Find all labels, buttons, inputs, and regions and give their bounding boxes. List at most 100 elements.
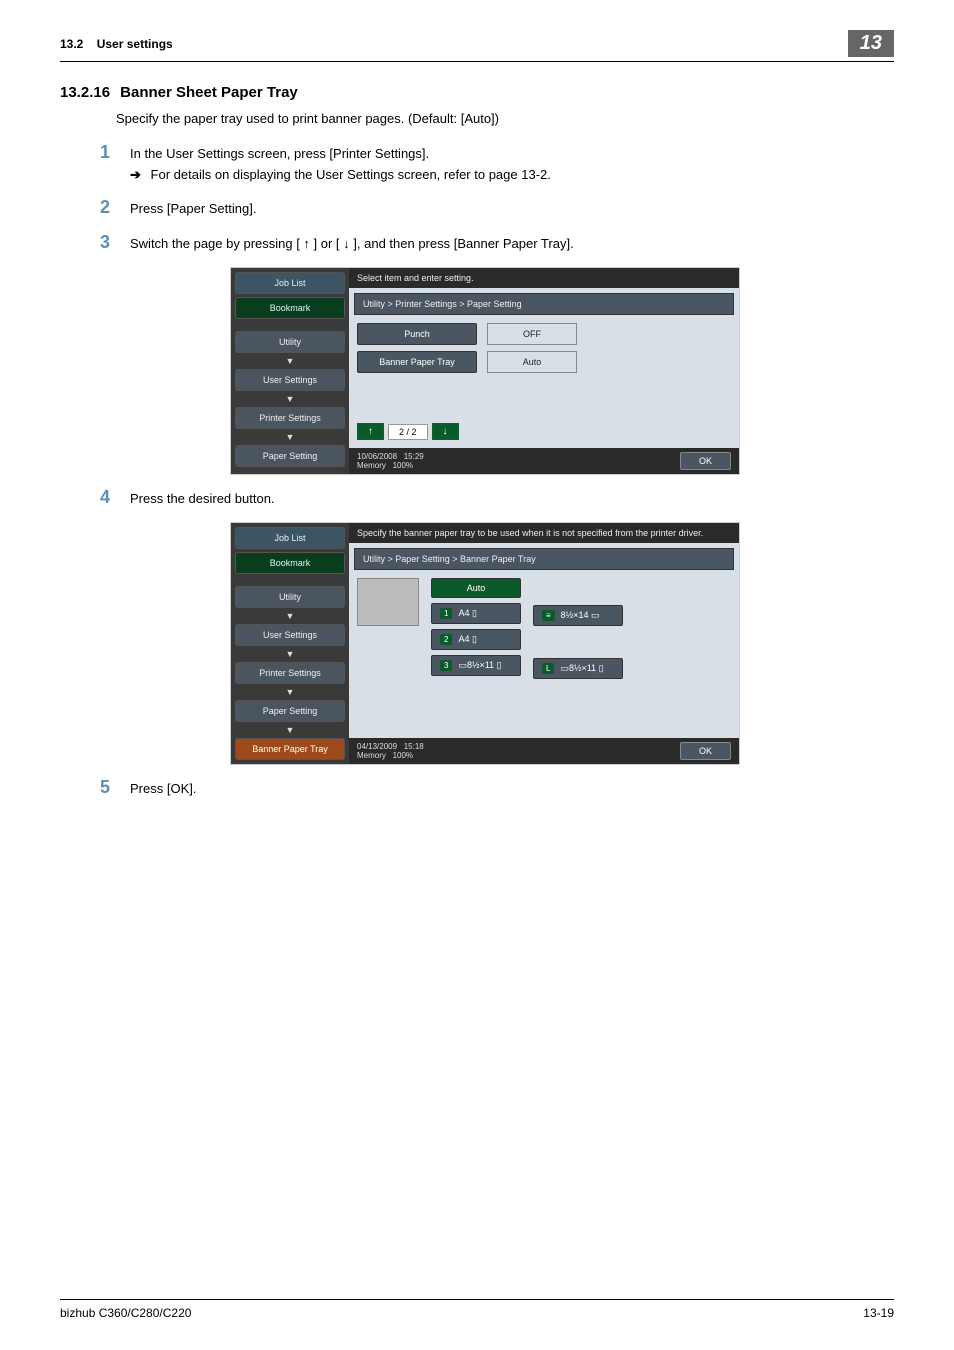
step-substep: ➔ For details on displaying the User Set… <box>130 167 551 183</box>
footer-time: 15:29 <box>404 452 424 461</box>
footer-mem-val: 100% <box>393 751 413 760</box>
arrow-down-icon: ▼ <box>235 356 345 366</box>
sidebar-crumb-banner-tray[interactable]: Banner Paper Tray <box>235 738 345 760</box>
banner-tray-button[interactable]: Banner Paper Tray <box>357 351 477 373</box>
footer-date: 10/06/2008 <box>357 452 397 461</box>
product-name: bizhub C360/C280/C220 <box>60 1306 191 1320</box>
tray-number: 3 <box>440 660 452 671</box>
section-heading: 13.2.16 Banner Sheet Paper Tray <box>60 84 894 101</box>
footer-mem-label: Memory <box>357 751 386 760</box>
page-up-button[interactable]: ↑ <box>357 423 384 440</box>
tray-label: ▭8½×11 ▯ <box>458 660 501 671</box>
sidebar-job-list[interactable]: Job List <box>235 527 345 549</box>
tray-2-button[interactable]: 2 A4 ▯ <box>431 629 521 650</box>
arrow-down-icon: ▼ <box>235 611 345 621</box>
screenshot-body: Punch OFF Banner Paper Tray Auto ↑ 2 / 2… <box>349 315 739 448</box>
printer-illustration-icon <box>357 578 419 626</box>
banner-tray-value: Auto <box>487 351 577 373</box>
step-4: 4 Press the desired button. <box>100 487 894 508</box>
section-ref-name: User settings <box>97 37 173 51</box>
sidebar-crumb-utility[interactable]: Utility <box>235 586 345 608</box>
sidebar-crumb-printer-settings[interactable]: Printer Settings <box>235 662 345 684</box>
step-3: 3 Switch the page by pressing [ ↑ ] or [… <box>100 232 894 253</box>
screenshot-main: Specify the banner paper tray to be used… <box>349 523 739 764</box>
step-number: 3 <box>100 232 130 253</box>
screenshot-sidebar: Job List Bookmark Utility ▼ User Setting… <box>231 268 349 474</box>
step-2: 2 Press [Paper Setting]. <box>100 197 894 218</box>
tray-label: 8½×14 ▭ <box>561 610 600 621</box>
step-number: 2 <box>100 197 130 218</box>
screenshot-sidebar: Job List Bookmark Utility ▼ User Setting… <box>231 523 349 764</box>
step-text: Press the desired button. <box>130 487 275 508</box>
tray-auto-button[interactable]: Auto <box>431 578 521 598</box>
tray-number: 2 <box>440 634 452 645</box>
chapter-badge: 13 <box>848 30 894 57</box>
arrow-icon: ➔ <box>130 167 141 182</box>
tray-lct-button[interactable]: L ▭8½×11 ▯ <box>533 658 623 679</box>
section-intro: Specify the paper tray used to print ban… <box>116 111 894 126</box>
tray-bypass-button[interactable]: ≡ 8½×14 ▭ <box>533 605 623 626</box>
tray-1-button[interactable]: 1 A4 ▯ <box>431 603 521 624</box>
step-5: 5 Press [OK]. <box>100 777 894 798</box>
ok-button[interactable]: OK <box>680 742 731 760</box>
arrow-down-icon: ▼ <box>235 725 345 735</box>
sidebar-crumb-paper-setting[interactable]: Paper Setting <box>235 445 345 467</box>
footer-date: 04/13/2009 <box>357 742 397 751</box>
arrow-down-icon: ▼ <box>235 432 345 442</box>
screenshot-footer: 10/06/2008 15:29 Memory 100% OK <box>349 448 739 474</box>
arrow-down-icon: ▼ <box>235 687 345 697</box>
arrow-down-icon: ▼ <box>235 394 345 404</box>
section-number: 13.2.16 <box>60 84 116 101</box>
sidebar-crumb-printer-settings[interactable]: Printer Settings <box>235 407 345 429</box>
tray-number: ≡ <box>542 610 555 621</box>
section-ref-num: 13.2 <box>60 37 83 51</box>
screenshot-body: Auto 1 A4 ▯ 2 A4 ▯ 3 ▭8½×11 ▯ <box>349 570 739 738</box>
sidebar-crumb-utility[interactable]: Utility <box>235 331 345 353</box>
tray-3-button[interactable]: 3 ▭8½×11 ▯ <box>431 655 521 676</box>
page-footer: bizhub C360/C280/C220 13-19 <box>60 1299 894 1320</box>
header-section-ref: 13.2 User settings <box>60 37 173 51</box>
tray-label: ▭8½×11 ▯ <box>560 663 603 674</box>
sidebar-crumb-user-settings[interactable]: User Settings <box>235 624 345 646</box>
step-number: 4 <box>100 487 130 508</box>
tray-number: 1 <box>440 608 452 619</box>
sidebar-bookmark[interactable]: Bookmark <box>235 552 345 574</box>
arrow-down-icon: ▼ <box>235 649 345 659</box>
screenshot-banner-tray: Job List Bookmark Utility ▼ User Setting… <box>230 522 740 765</box>
tray-label: A4 ▯ <box>458 608 476 619</box>
ok-button[interactable]: OK <box>680 452 731 470</box>
step-number: 5 <box>100 777 130 798</box>
sidebar-bookmark[interactable]: Bookmark <box>235 297 345 319</box>
section-title-text: Banner Sheet Paper Tray <box>120 84 298 101</box>
screenshot-instruction: Specify the banner paper tray to be used… <box>349 523 739 543</box>
step-text: Switch the page by pressing [ ↑ ] or [ ↓… <box>130 232 574 253</box>
page-down-button[interactable]: ↓ <box>432 423 459 440</box>
screenshot-main: Select item and enter setting. Utility >… <box>349 268 739 474</box>
step-text: Press [Paper Setting]. <box>130 197 256 218</box>
sidebar-crumb-paper-setting[interactable]: Paper Setting <box>235 700 345 722</box>
page-indicator: 2 / 2 <box>388 424 428 440</box>
tray-label: A4 ▯ <box>458 634 476 645</box>
step-1: 1 In the User Settings screen, press [Pr… <box>100 142 894 183</box>
sidebar-crumb-user-settings[interactable]: User Settings <box>235 369 345 391</box>
screenshot-breadcrumb: Utility > Printer Settings > Paper Setti… <box>354 293 734 315</box>
screenshot-instruction: Select item and enter setting. <box>349 268 739 288</box>
step-text: In the User Settings screen, press [Prin… <box>130 146 551 161</box>
footer-mem-label: Memory <box>357 461 386 470</box>
pager: ↑ 2 / 2 ↓ <box>357 423 731 440</box>
setting-row: Punch OFF <box>357 323 731 345</box>
page-number: 13-19 <box>863 1306 894 1320</box>
punch-value: OFF <box>487 323 577 345</box>
tray-number: L <box>542 663 554 674</box>
sidebar-job-list[interactable]: Job List <box>235 272 345 294</box>
screenshot-breadcrumb: Utility > Paper Setting > Banner Paper T… <box>354 548 734 570</box>
substep-text: For details on displaying the User Setti… <box>151 167 551 182</box>
screenshot-footer: 04/13/2009 15:18 Memory 100% OK <box>349 738 739 764</box>
footer-time: 15:18 <box>404 742 424 751</box>
screenshot-paper-setting: Job List Bookmark Utility ▼ User Setting… <box>230 267 740 475</box>
punch-button[interactable]: Punch <box>357 323 477 345</box>
setting-row: Banner Paper Tray Auto <box>357 351 731 373</box>
footer-mem-val: 100% <box>393 461 413 470</box>
step-number: 1 <box>100 142 130 183</box>
step-text: Press [OK]. <box>130 777 196 798</box>
